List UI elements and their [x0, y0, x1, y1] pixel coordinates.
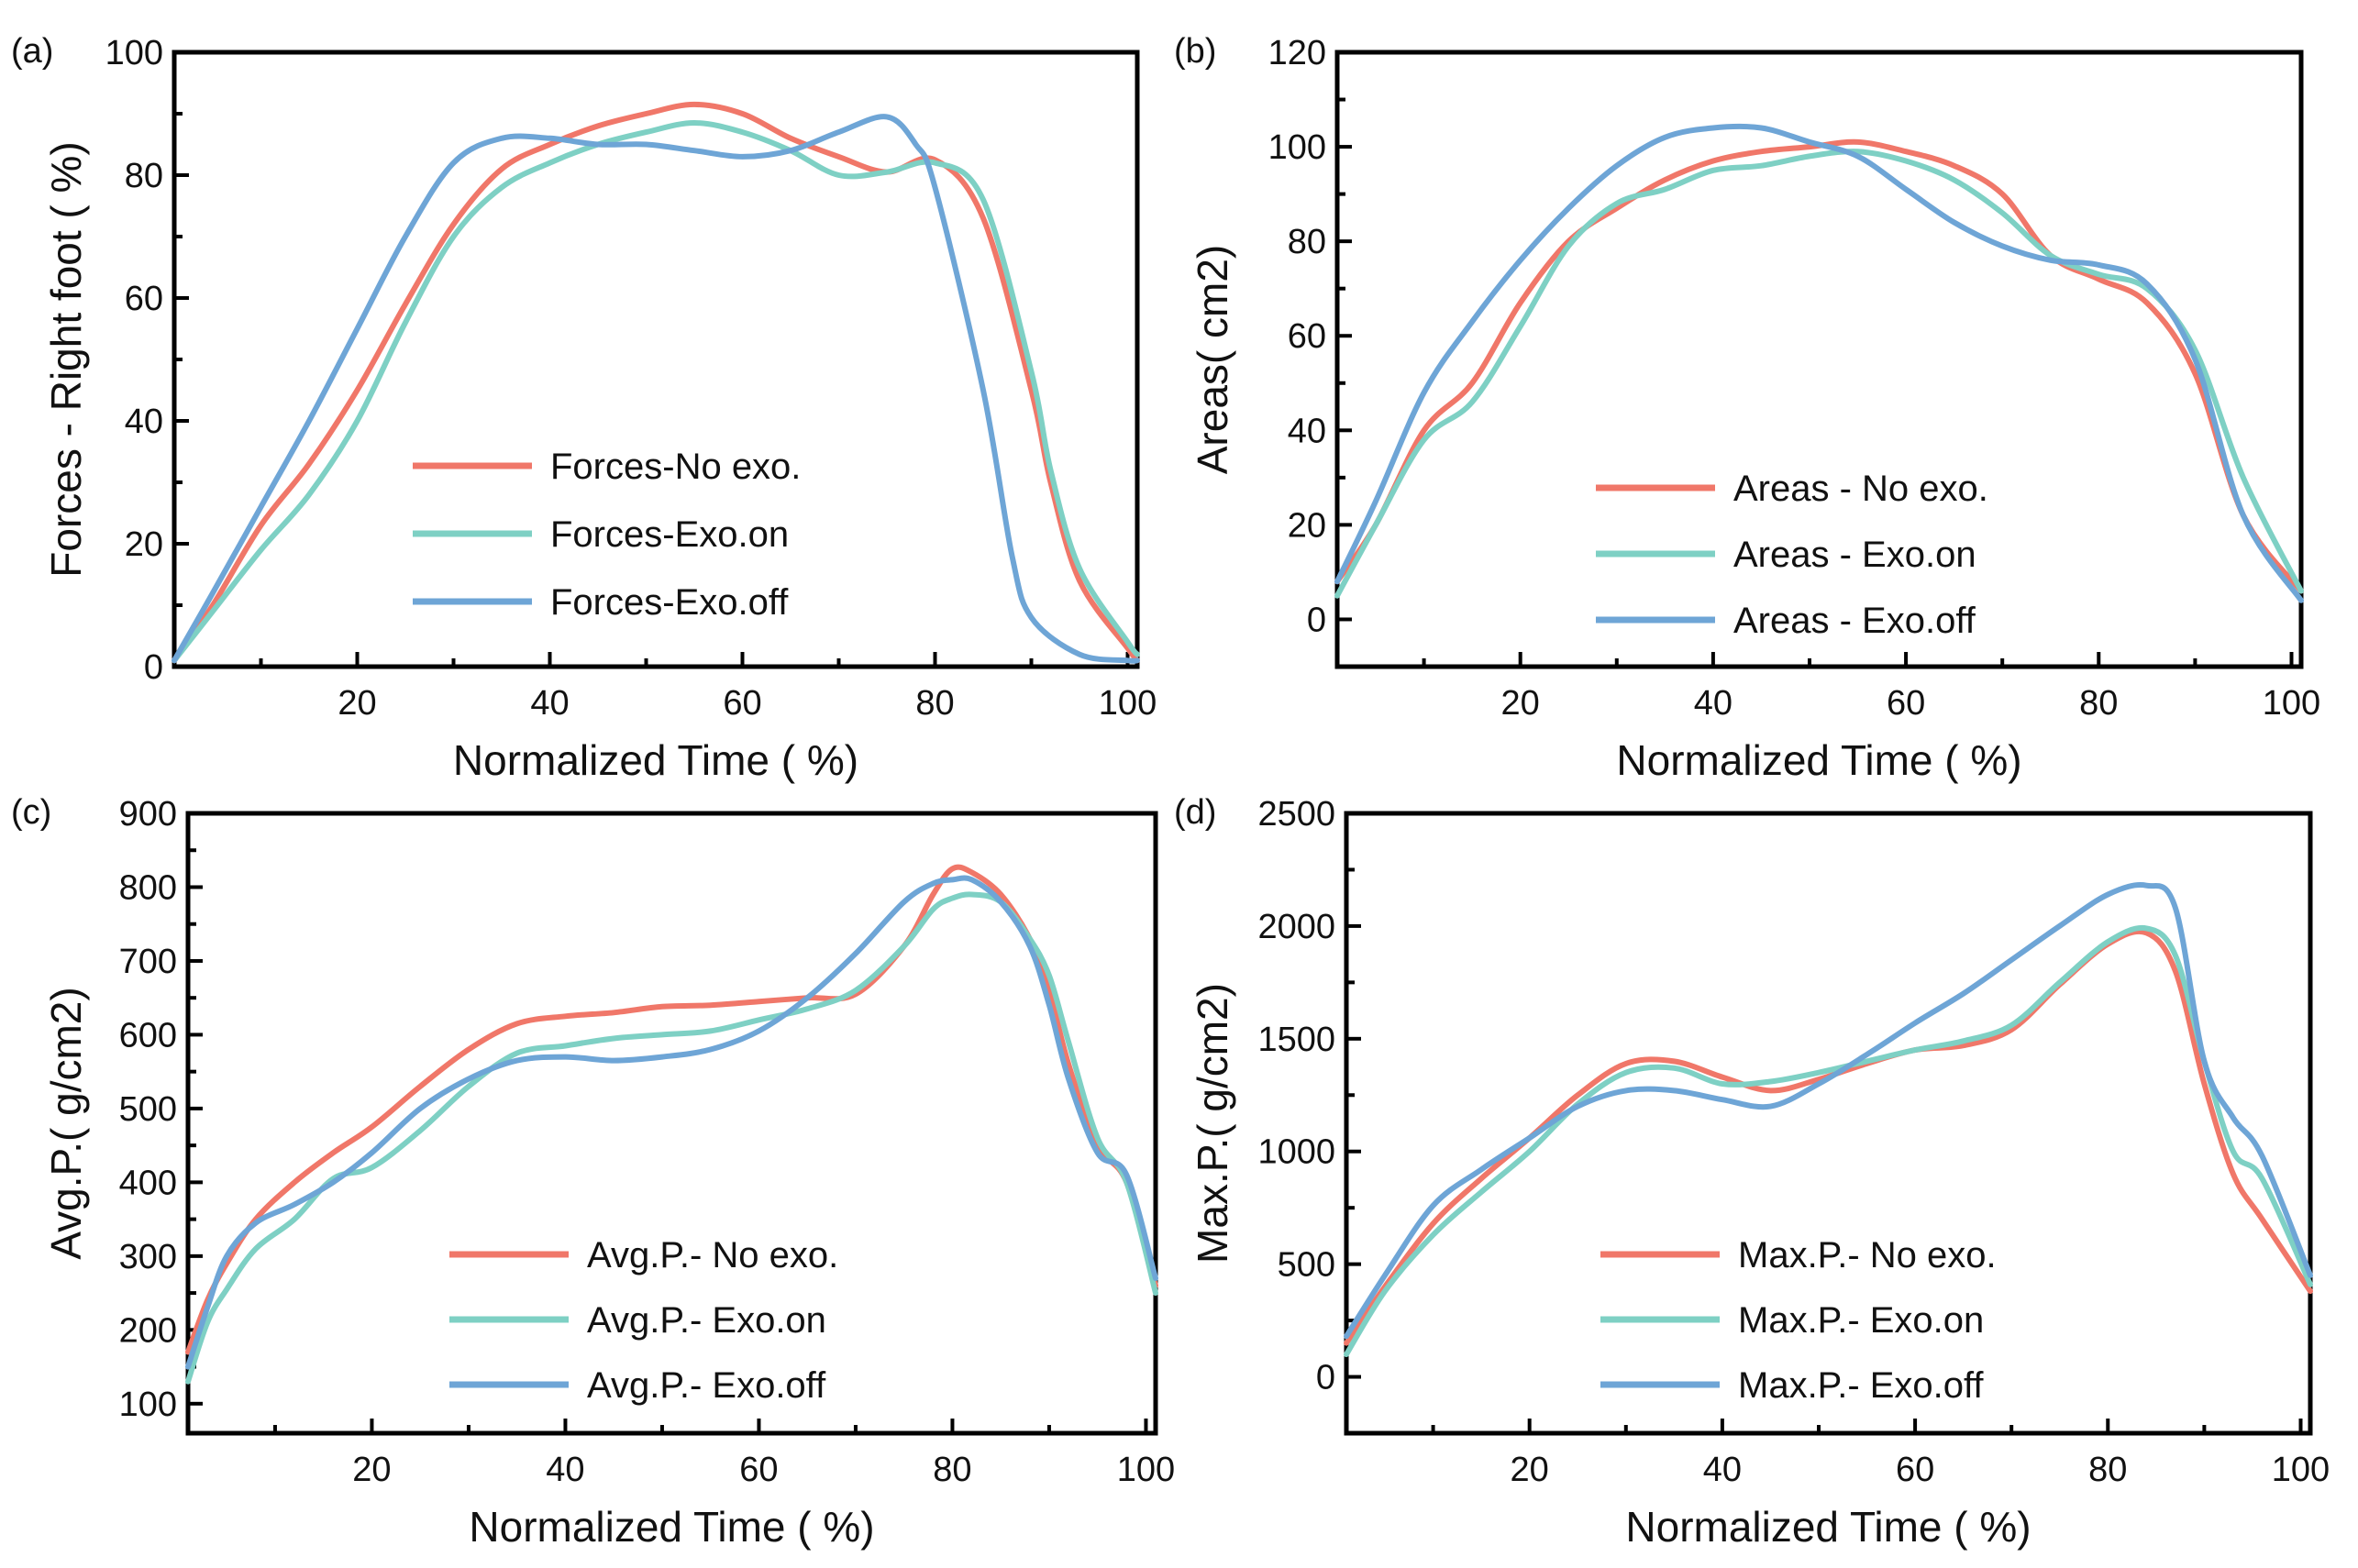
panel-b: 20 40 60 80 100 0 20 40 60 80 100 120 Normalized Tim… [1174, 32, 2320, 784]
legend-label: Areas - No exo. [1733, 469, 1988, 509]
y-tick-label: 20 [1288, 506, 1326, 545]
y-tick-label: 600 [119, 1016, 177, 1055]
panel-d: 20 40 60 80 10005001000150020002500Normalize… [1174, 793, 2330, 1551]
x-axis-title: Normalized Time ( %) [1616, 736, 2021, 784]
y-tick-label: 1000 [1257, 1133, 1335, 1172]
series-line-2 [172, 120, 1140, 664]
x-tick-label: 20 [1511, 1451, 1549, 1489]
y-axis-title: Areas( cm2) [1189, 245, 1236, 474]
y-axis-title: Avg.P.( g/cm2) [42, 987, 90, 1259]
x-tick-label: 80 [915, 684, 954, 723]
y-tick-label: 500 [1278, 1246, 1335, 1285]
y-tick-label: 2500 [1257, 795, 1335, 834]
series-line-1 [1334, 138, 2304, 594]
legend-label: Forces-Exo.on [550, 514, 789, 555]
y-tick-label: 100 [119, 1386, 177, 1424]
legend-label: Avg.P.- No exo. [587, 1235, 838, 1275]
x-tick-label: 80 [2079, 684, 2118, 723]
y-tick-label: 0 [144, 648, 163, 687]
x-tick-label: 100 [2272, 1451, 2330, 1489]
plot-frame [185, 811, 1158, 1436]
y-tick-label: 700 [119, 943, 177, 981]
legend-label: Forces-No exo. [550, 447, 801, 487]
y-tick-label: 200 [119, 1311, 177, 1350]
x-axis-title: Normalized Time ( %) [469, 1503, 874, 1551]
x-tick-label: 80 [2088, 1451, 2127, 1489]
x-tick-label: 60 [739, 1451, 778, 1489]
y-tick-label: 20 [125, 525, 163, 564]
panel-letter: (a) [11, 32, 53, 71]
legend-label: Max.P.- Exo.on [1738, 1300, 1984, 1341]
y-tick-label: 80 [1288, 223, 1326, 261]
legend: Areas - No exo. Areas - Exo.on Areas - Exo… [1596, 469, 1988, 641]
y-tick-label: 40 [1288, 412, 1326, 450]
legend-label: Areas - Exo.on [1733, 535, 1976, 575]
x-tick-label: 40 [546, 1451, 584, 1489]
y-tick-label: 400 [119, 1164, 177, 1202]
legend: Avg.P.- No exo. Avg.P.- Exo.on Avg.P.- Exo… [449, 1235, 838, 1406]
series-line-1 [172, 101, 1140, 664]
x-tick-label: 60 [1887, 684, 1925, 723]
panel-letter: (d) [1174, 793, 1216, 832]
y-axis-title: Forces - Right foot ( %) [42, 141, 90, 577]
x-tick-label: 80 [933, 1451, 971, 1489]
y-tick-label: 500 [119, 1090, 177, 1129]
y-tick-label: 1500 [1257, 1021, 1335, 1059]
x-tick-label: 60 [723, 684, 761, 723]
legend-label: Avg.P.- Exo.on [587, 1300, 826, 1341]
y-tick-label: 80 [125, 157, 163, 195]
series-line-3 [1344, 882, 2313, 1340]
plot-frame [1334, 50, 2304, 669]
x-tick-label: 40 [1694, 684, 1733, 723]
x-axis-title: Normalized Time ( %) [453, 736, 858, 784]
legend-label: Areas - Exo.off [1733, 601, 1976, 641]
x-tick-label: 100 [1117, 1451, 1175, 1489]
legend-label: Forces-Exo.off [550, 582, 789, 623]
y-tick-label: 0 [1316, 1359, 1335, 1397]
y-tick-label: 60 [125, 280, 163, 318]
y-tick-label: 100 [105, 34, 163, 72]
y-tick-label: 0 [1307, 601, 1326, 639]
series-line-1 [1344, 928, 2313, 1346]
x-tick-label: 100 [1099, 684, 1157, 723]
x-tick-label: 100 [2263, 684, 2320, 723]
legend-label: Avg.P.- Exo.off [587, 1365, 826, 1406]
panel-letter: (c) [11, 793, 51, 832]
panel-a: 20 40 60 80 100 0 20 40 60 80 100 Normalized Time (… [11, 32, 1157, 784]
x-tick-label: 20 [352, 1451, 391, 1489]
y-tick-label: 120 [1268, 34, 1326, 72]
plot-frame [1344, 811, 2313, 1436]
x-tick-label: 60 [1896, 1451, 1934, 1489]
legend-label: Max.P.- No exo. [1738, 1235, 1997, 1275]
series-line-2 [1344, 924, 2313, 1357]
legend: Forces-No exo. Forces-Exo.on Forces-Exo.of… [413, 447, 801, 623]
y-tick-label: 100 [1268, 128, 1326, 167]
y-tick-label: 40 [125, 403, 163, 441]
y-tick-label: 2000 [1257, 908, 1335, 946]
x-axis-title: Normalized Time ( %) [1625, 1503, 2031, 1551]
x-tick-label: 20 [1501, 684, 1540, 723]
panel-c: 20 40 60 80 100 100 200 300 400 500 600 700 800 900 No… [11, 793, 1175, 1551]
legend: Max.P.- No exo. Max.P.- Exo.on Max.P.- Exo… [1600, 1235, 1997, 1406]
series-line-3 [1334, 123, 2304, 603]
y-axis-title: Max.P.( g/cm2) [1189, 983, 1236, 1264]
x-tick-label: 40 [1703, 1451, 1742, 1489]
y-tick-label: 60 [1288, 317, 1326, 356]
x-tick-label: 20 [338, 684, 376, 723]
y-tick-label: 300 [119, 1238, 177, 1276]
y-tick-label: 900 [119, 795, 177, 834]
y-tick-label: 800 [119, 868, 177, 907]
panel-letter: (b) [1174, 32, 1216, 71]
series-line-3 [172, 114, 1140, 664]
x-tick-label: 40 [530, 684, 569, 723]
series-line-1 [185, 864, 1158, 1355]
legend-label: Max.P.- Exo.off [1738, 1365, 1984, 1406]
series-line-3 [185, 875, 1158, 1370]
